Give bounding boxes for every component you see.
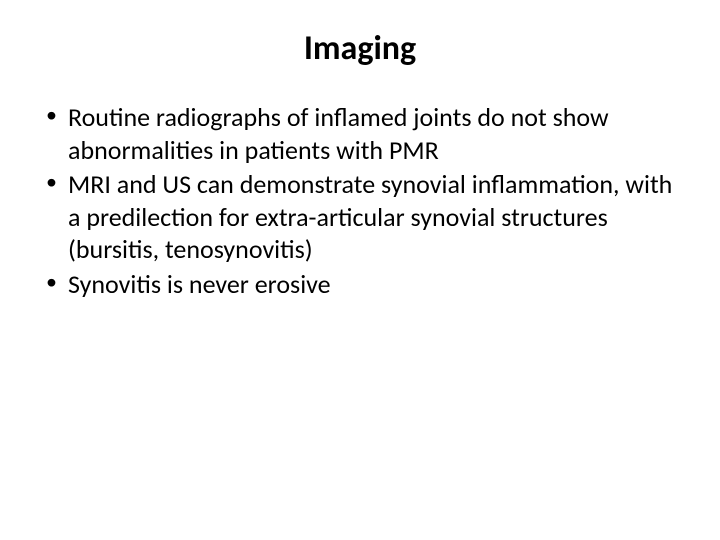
bullet-list: Routine radiographs of inflamed joints d… bbox=[0, 101, 720, 300]
list-item: Synovitis is never erosive bbox=[42, 268, 678, 301]
slide-title: Imaging bbox=[0, 28, 720, 69]
list-item: Routine radiographs of inflamed joints d… bbox=[42, 101, 678, 166]
list-item: MRI and US can demonstrate synovial infl… bbox=[42, 168, 678, 266]
